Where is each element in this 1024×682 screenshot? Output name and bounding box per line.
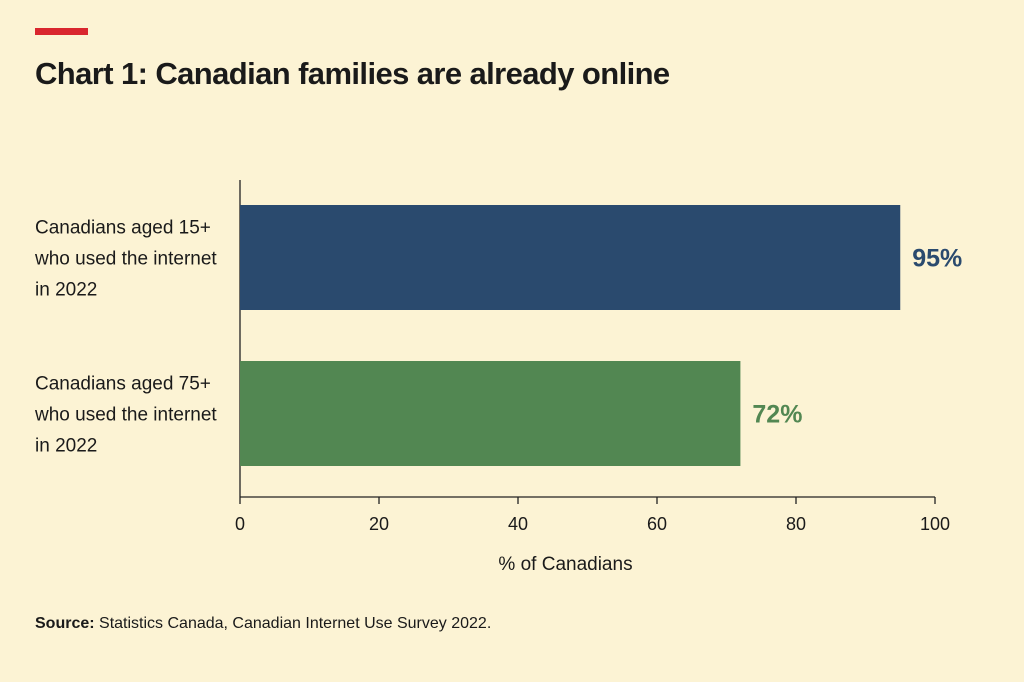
- bar: [240, 205, 901, 310]
- category-label: Canadians aged 75+ who used the internet i…: [34, 374, 217, 457]
- bar-chart: 0 20 40 60 80 100 % of Canadians Canadians aged…: [34, 180, 962, 575]
- source-note: Source: Statistics Canada, Canadian Inte…: [35, 615, 491, 633]
- category-label-line: who used the internet: [34, 405, 217, 426]
- x-tick-label: 100: [920, 514, 950, 534]
- data-label: 95%: [912, 245, 962, 273]
- source-label: Source:: [35, 615, 95, 632]
- x-axis-title: % of Canadians: [498, 554, 632, 575]
- accent-bar: [35, 28, 88, 35]
- x-tick-label: 40: [508, 514, 528, 534]
- category-label-line: Canadians aged 15+: [35, 218, 211, 239]
- category-label-line: who used the internet: [34, 249, 217, 270]
- category-label-line: in 2022: [35, 436, 97, 457]
- category-label-line: Canadians aged 75+: [35, 374, 211, 395]
- chart-title: Chart 1: Canadian families are already o…: [35, 56, 670, 91]
- x-tick-label: 60: [647, 514, 667, 534]
- x-tick-label: 0: [235, 514, 245, 534]
- x-tick-label: 80: [786, 514, 806, 534]
- category-label-line: in 2022: [35, 280, 97, 301]
- bar: [240, 361, 741, 466]
- x-tick-label: 20: [369, 514, 389, 534]
- category-label: Canadians aged 15+ who used the internet i…: [34, 218, 217, 301]
- source-text: Statistics Canada, Canadian Internet Use…: [99, 615, 492, 632]
- data-label: 72%: [752, 401, 802, 429]
